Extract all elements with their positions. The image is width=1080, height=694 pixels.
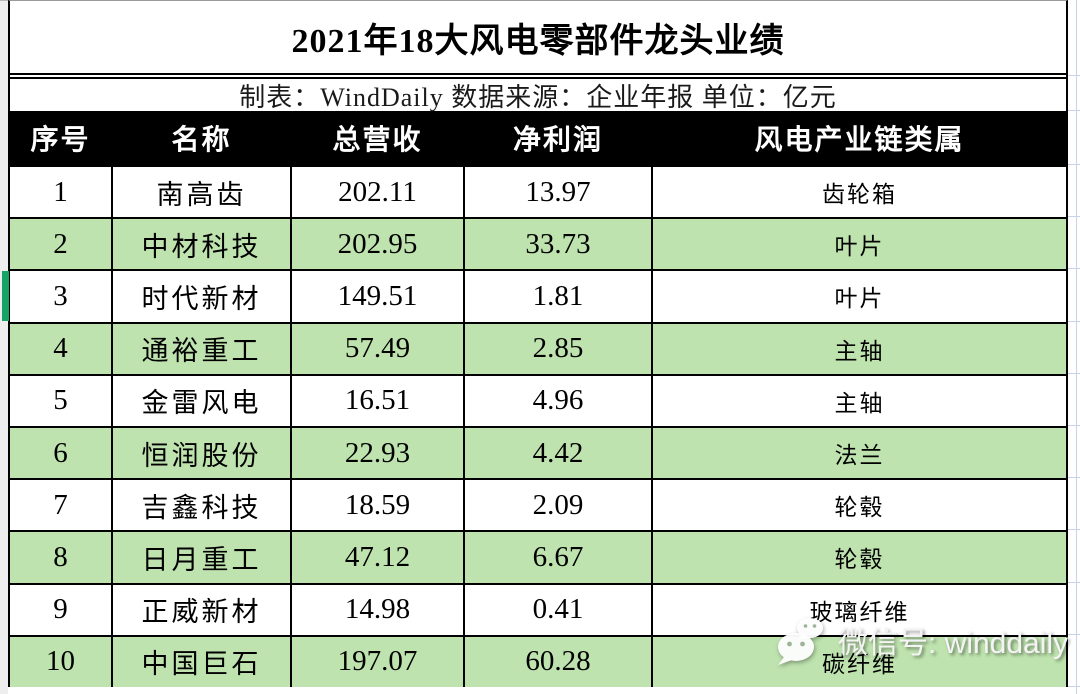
cell-profit[interactable]: 4.42 [465, 427, 653, 479]
table-subtitle-cell[interactable]: 制表：WindDaily 数据来源：企业年报 单位：亿元 [10, 79, 1066, 112]
gridline-horizontal [1068, 477, 1080, 478]
gridline-horizontal [1068, 373, 1080, 374]
table-row: 1 南高齿 202.11 13.97 齿轮箱 [10, 165, 1066, 218]
cell-revenue[interactable]: 202.95 [292, 219, 465, 270]
gridline-horizontal [1068, 686, 1080, 687]
gridline-horizontal [1068, 425, 1080, 426]
table-row: 10 中国巨石 197.07 60.28 碳纤维 [10, 634, 1066, 687]
table-title-cell[interactable]: 2021年18大风电零部件龙头业绩 [10, 1, 1066, 73]
gridline-horizontal [1068, 75, 1080, 76]
table-body: 1 南高齿 202.11 13.97 齿轮箱 2 中材科技 202.95 33.73 叶片 3 时代新… [10, 165, 1066, 687]
column-header-category[interactable]: 风电产业链类属 [754, 125, 965, 156]
column-header-revenue[interactable]: 总营收 [292, 111, 465, 165]
cell-no[interactable]: 10 [10, 636, 113, 687]
cell-no[interactable]: 9 [10, 584, 113, 635]
column-header-name[interactable]: 名称 [113, 111, 292, 165]
cell-no[interactable]: 3 [10, 271, 113, 322]
cell-no[interactable]: 2 [10, 219, 113, 270]
cell-profit[interactable]: 60.28 [465, 636, 653, 687]
cell-revenue[interactable]: 14.98 [292, 584, 465, 635]
cell-category[interactable]: 玻璃纤维 [809, 599, 910, 625]
gridline-horizontal [1068, 582, 1080, 583]
page-title: 2021年18大风电零部件龙头业绩 [291, 22, 785, 60]
column-header-profit[interactable]: 净利润 [465, 111, 653, 165]
cell-revenue[interactable]: 197.07 [292, 636, 465, 687]
cell-name[interactable]: 时代新材 [113, 271, 292, 322]
table-row: 6 恒润股份 22.93 4.42 法兰 [10, 425, 1066, 479]
cell-name[interactable]: 吉鑫科技 [113, 480, 292, 531]
cell-category[interactable]: 齿轮箱 [822, 182, 897, 208]
cell-name[interactable]: 正威新材 [113, 584, 292, 635]
cell-name[interactable]: 日月重工 [113, 532, 292, 583]
cell-category[interactable]: 轮毂 [834, 547, 885, 573]
cell-category[interactable]: 碳纤维 [822, 651, 897, 677]
cell-category[interactable]: 主轴 [834, 338, 885, 364]
cell-no[interactable]: 6 [10, 427, 113, 479]
gridline-horizontal [1068, 110, 1080, 111]
table-subtitle: 制表：WindDaily 数据来源：企业年报 单位：亿元 [239, 82, 837, 112]
cell-profit[interactable]: 4.96 [465, 375, 653, 426]
table-row: 3 时代新材 149.51 1.81 叶片 [10, 269, 1066, 322]
cell-revenue[interactable]: 47.12 [292, 532, 465, 583]
gridline-horizontal [1068, 529, 1080, 530]
gridline-horizontal [1068, 164, 1080, 165]
cell-revenue[interactable]: 149.51 [292, 271, 465, 322]
gridline-vertical [1076, 0, 1077, 694]
sheet-left-gutter [0, 0, 8, 694]
sheet-gridlines-right [1068, 0, 1080, 694]
cell-profit[interactable]: 33.73 [465, 219, 653, 270]
column-header-no[interactable]: 序号 [10, 111, 113, 165]
table-row: 8 日月重工 47.12 6.67 轮毂 [10, 530, 1066, 583]
cell-profit[interactable]: 2.09 [465, 480, 653, 531]
cell-profit[interactable]: 0.41 [465, 584, 653, 635]
gridline-horizontal [1068, 321, 1080, 322]
table-row: 7 吉鑫科技 18.59 2.09 轮毂 [10, 478, 1066, 531]
table-row: 2 中材科技 202.95 33.73 叶片 [10, 217, 1066, 270]
gridline-horizontal [1068, 216, 1080, 217]
cell-profit[interactable]: 13.97 [465, 167, 653, 218]
cell-profit[interactable]: 1.81 [465, 271, 653, 322]
table-header-row: 序号 名称 总营收 净利润 风电产业链类属 [10, 111, 1066, 165]
cell-revenue[interactable]: 57.49 [292, 323, 465, 374]
cell-revenue[interactable]: 202.11 [292, 167, 465, 218]
cell-profit[interactable]: 6.67 [465, 532, 653, 583]
cell-name[interactable]: 南高齿 [113, 167, 292, 218]
table-row: 4 通裕重工 57.49 2.85 主轴 [10, 321, 1066, 374]
cell-name[interactable]: 通裕重工 [113, 323, 292, 374]
cell-revenue[interactable]: 18.59 [292, 480, 465, 531]
cell-no[interactable]: 5 [10, 375, 113, 426]
cell-profit[interactable]: 2.85 [465, 323, 653, 374]
gridline-horizontal [1068, 634, 1080, 635]
cell-no[interactable]: 7 [10, 480, 113, 531]
gridline-horizontal [1068, 268, 1080, 269]
cell-name[interactable]: 金雷风电 [113, 375, 292, 426]
title-divider [10, 73, 1066, 79]
cell-name[interactable]: 恒润股份 [113, 427, 292, 479]
table-row: 5 金雷风电 16.51 4.96 主轴 [10, 373, 1066, 426]
cell-revenue[interactable]: 16.51 [292, 375, 465, 426]
cell-no[interactable]: 8 [10, 532, 113, 583]
cell-name[interactable]: 中材科技 [113, 219, 292, 270]
cell-category[interactable]: 叶片 [834, 286, 885, 312]
cell-revenue[interactable]: 22.93 [292, 427, 465, 479]
table-row: 9 正威新材 14.98 0.41 玻璃纤维 [10, 582, 1066, 635]
cell-category[interactable]: 叶片 [834, 234, 885, 260]
cell-no[interactable]: 4 [10, 323, 113, 374]
cell-category[interactable]: 主轴 [834, 390, 885, 416]
cell-name[interactable]: 中国巨石 [113, 636, 292, 687]
active-cell-selection-indicator [2, 271, 9, 321]
cell-no[interactable]: 1 [10, 167, 113, 218]
cell-category[interactable]: 轮毂 [834, 495, 885, 521]
performance-table: 2021年18大风电零部件龙头业绩 制表：WindDaily 数据来源：企业年报… [8, 0, 1068, 687]
cell-category[interactable]: 法兰 [834, 443, 885, 469]
